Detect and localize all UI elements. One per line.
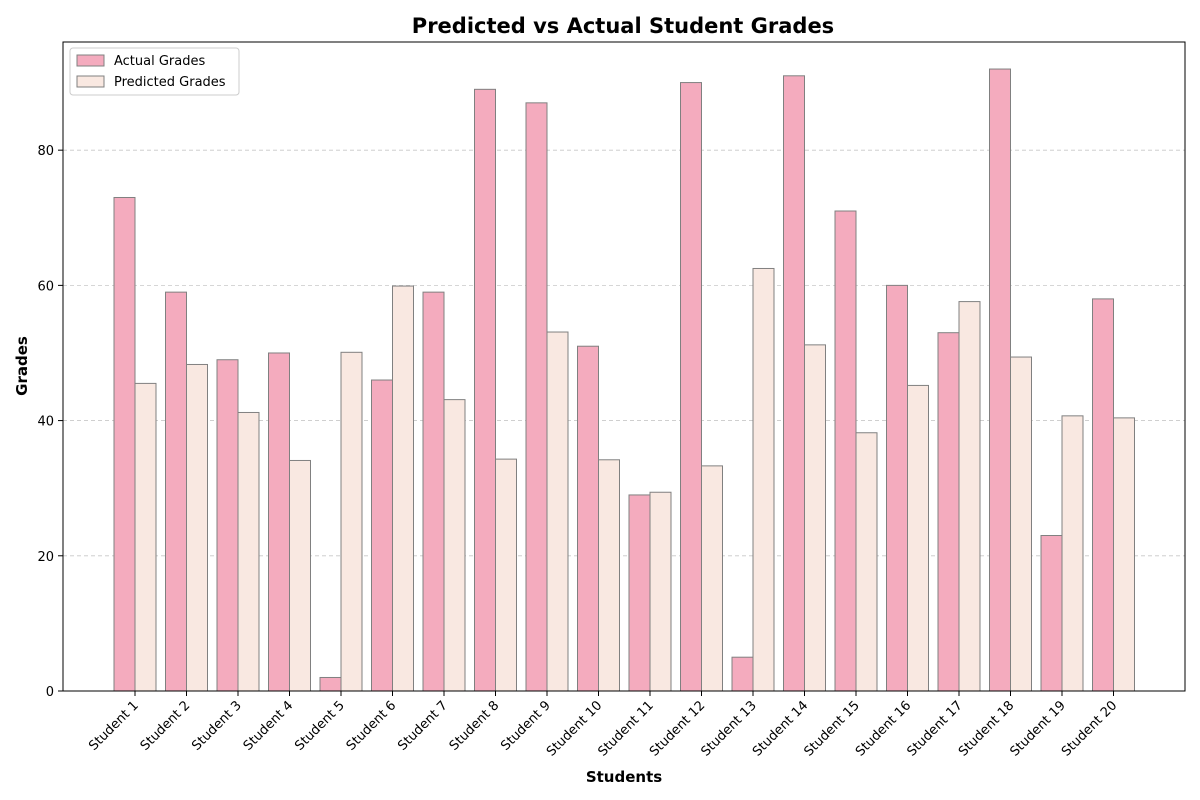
- bar-predicted: [701, 465, 723, 692]
- legend-label-actual: Actual Grades: [114, 54, 205, 69]
- bar-predicted: [134, 382, 157, 692]
- bar-predicted: [1061, 415, 1084, 692]
- legend: Actual Grades Predicted Grades: [69, 47, 240, 96]
- bar-predicted: [958, 301, 981, 692]
- bar-predicted: [237, 411, 260, 692]
- bar-predicted: [186, 363, 208, 692]
- legend-swatch-actual: [76, 54, 105, 67]
- y-tick-label: 60: [37, 279, 54, 294]
- bar-predicted: [340, 351, 363, 692]
- chart-title: Predicted vs Actual Student Grades: [412, 14, 834, 38]
- bar-actual: [1040, 535, 1063, 692]
- y-tick-label: 80: [37, 144, 54, 159]
- bar-actual: [165, 291, 187, 692]
- y-axis-label: Grades: [13, 336, 31, 396]
- bar-actual: [474, 88, 496, 692]
- bar-predicted: [546, 331, 569, 692]
- bar-predicted: [392, 285, 414, 692]
- bar-actual: [113, 196, 136, 692]
- bar-predicted: [1010, 356, 1032, 692]
- bar-predicted: [907, 384, 929, 692]
- bar-actual: [216, 359, 239, 692]
- bar-predicted: [289, 459, 311, 692]
- bar-actual: [628, 494, 651, 692]
- y-tick-label: 40: [37, 415, 54, 430]
- x-axis-label: Students: [586, 768, 662, 786]
- bar-predicted: [752, 267, 775, 692]
- legend-box: [69, 47, 240, 96]
- y-tick-label: 20: [37, 550, 54, 565]
- bar-predicted: [649, 491, 672, 692]
- y-axis: 0 20 40 60 80: [37, 144, 63, 700]
- y-tick-label: 0: [46, 685, 54, 700]
- bar-actual: [319, 676, 342, 692]
- plot-area: [62, 41, 1186, 692]
- legend-swatch-predicted: [76, 75, 105, 88]
- bar-actual: [577, 345, 599, 692]
- bar-predicted: [443, 399, 466, 692]
- bars: [113, 68, 1135, 692]
- bar-actual: [268, 352, 290, 692]
- bar-actual: [1092, 298, 1114, 692]
- bar-actual: [422, 291, 445, 692]
- bar-actual: [937, 332, 960, 692]
- legend-label-predicted: Predicted Grades: [114, 75, 226, 90]
- bar-actual: [886, 284, 908, 692]
- bar-predicted: [598, 459, 620, 692]
- bar-predicted: [804, 344, 826, 692]
- bar-predicted: [1113, 417, 1135, 692]
- bar-predicted: [495, 458, 517, 692]
- bar-actual: [680, 82, 702, 692]
- bar-actual: [783, 75, 805, 692]
- bar-actual: [834, 210, 857, 692]
- bar-predicted: [855, 432, 878, 692]
- bar-actual: [371, 379, 393, 692]
- bar-actual: [989, 68, 1011, 692]
- bar-actual: [731, 656, 754, 692]
- bar-actual: [525, 102, 548, 692]
